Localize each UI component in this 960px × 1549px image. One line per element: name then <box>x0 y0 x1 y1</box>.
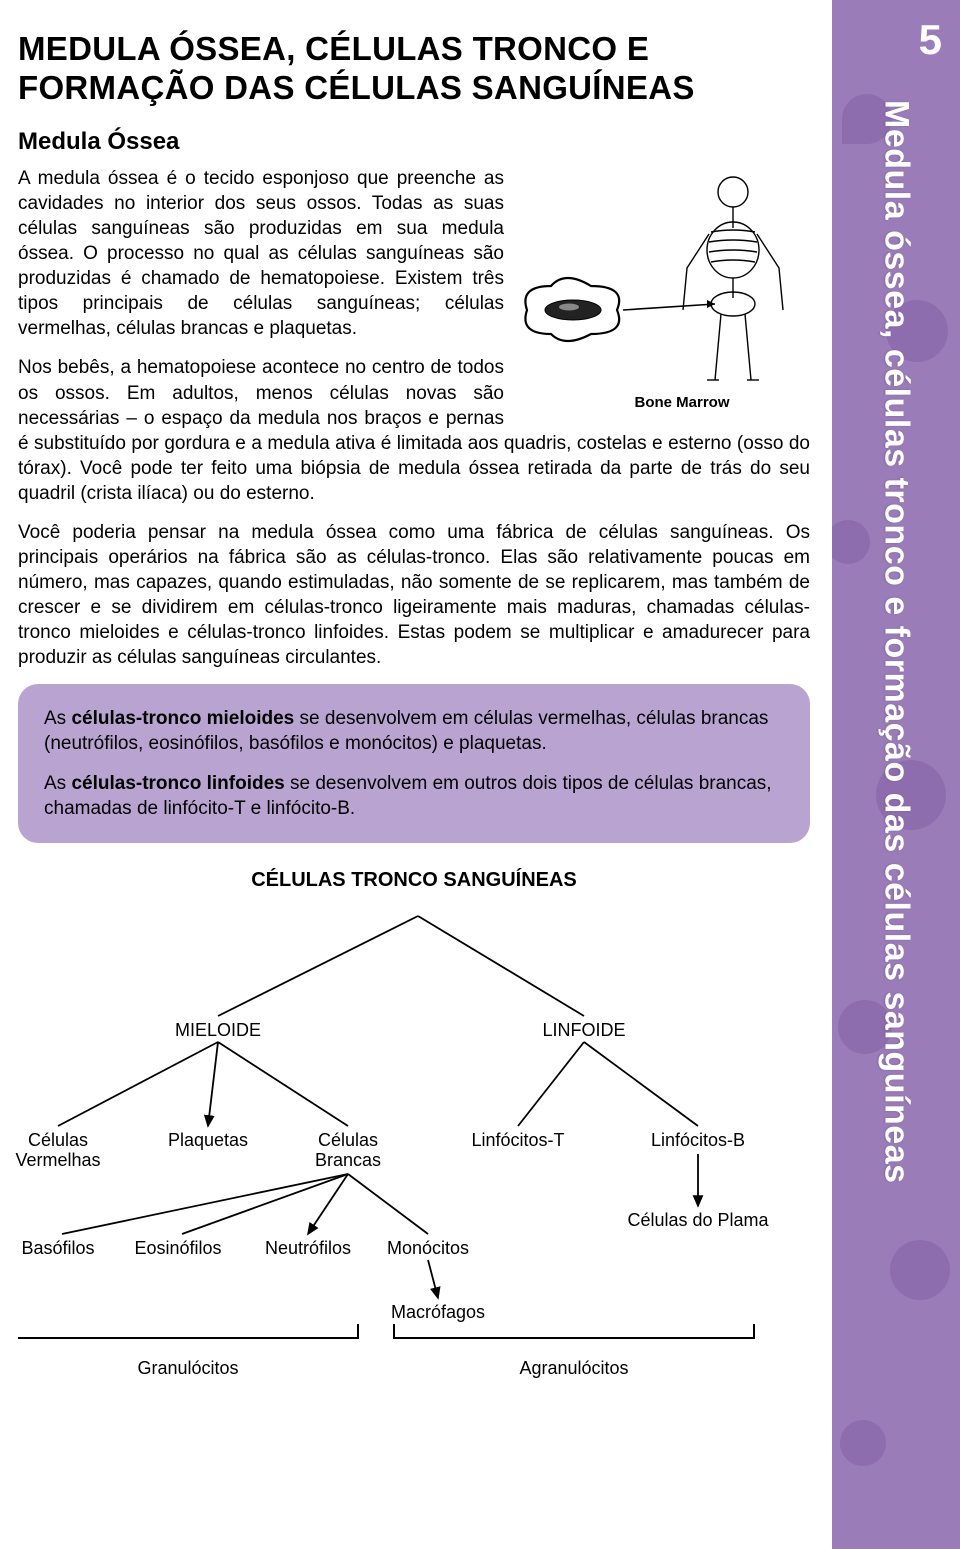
tree-node-agranu: Agranulócitos <box>519 1358 628 1379</box>
tree-node-plaq: Plaquetas <box>168 1130 248 1151</box>
callout-line-2: As células-tronco linfoides se desenvolv… <box>44 771 784 821</box>
tree-node-macro: Macrófagos <box>391 1302 485 1323</box>
page-title: MEDULA ÓSSEA, CÉLULAS TRONCO E FORMAÇÃO … <box>18 30 810 108</box>
bone-marrow-figure: Bone Marrow <box>510 170 810 411</box>
tree-node-verm: CélulasVermelhas <box>15 1130 100 1171</box>
tree-node-linfT: Linfócitos-T <box>471 1130 564 1151</box>
tree-node-eosi: Eosinófilos <box>134 1238 221 1259</box>
diagram-title: CÉLULAS TRONCO SANGUÍNEAS <box>18 869 810 892</box>
tree-node-plasma: Células do Plama <box>627 1210 768 1231</box>
tree-node-linfoide: LINFOIDE <box>542 1020 625 1041</box>
tree-node-linfB: Linfócitos-B <box>651 1130 745 1151</box>
page-number: 5 <box>832 0 960 68</box>
tree-node-bran: CélulasBrancas <box>315 1130 381 1171</box>
cell-tree-diagram: CÉLULAS TRONCO SANGUÍNEASMIELOIDELINFOID… <box>18 900 810 1370</box>
tree-node-neut: Neutrófilos <box>265 1238 351 1259</box>
para-3: Você poderia pensar na medula óssea como… <box>18 520 810 670</box>
callout-line-1: As células-tronco mieloides se desenvolv… <box>44 706 784 756</box>
figure-caption: Bone Marrow <box>510 394 810 411</box>
tree-node-granu: Granulócitos <box>137 1358 238 1379</box>
callout-box: As células-tronco mieloides se desenvolv… <box>18 684 810 842</box>
section-heading: Medula Óssea <box>18 128 810 156</box>
tree-node-mono: Monócitos <box>387 1238 469 1259</box>
sidebar-title: Medula óssea, células tronco e formação … <box>877 100 916 1184</box>
tree-node-baso: Basófilos <box>21 1238 94 1259</box>
tree-node-mieloide: MIELOIDE <box>175 1020 261 1041</box>
side-tab: 5 Medula óssea, células tronco e formaçã… <box>832 0 960 1549</box>
